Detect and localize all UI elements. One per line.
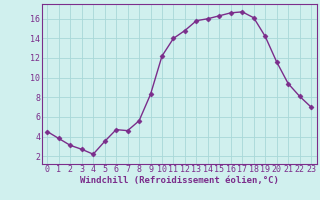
X-axis label: Windchill (Refroidissement éolien,°C): Windchill (Refroidissement éolien,°C) [80,176,279,185]
